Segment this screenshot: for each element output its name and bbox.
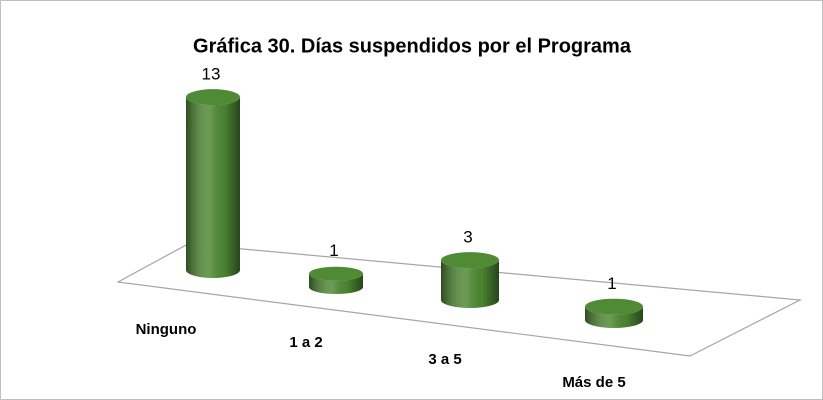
bar-top: [186, 89, 240, 106]
bar-shade: [309, 273, 363, 294]
bar-top: [585, 298, 643, 315]
bar-top: [309, 266, 363, 281]
x-tick-label: Más de 5: [562, 374, 625, 391]
value-label: 1: [329, 241, 338, 260]
bar-shade: [441, 260, 499, 308]
x-tick-label: Ninguno: [136, 321, 197, 338]
bar-top: [441, 252, 499, 269]
x-tick-label: 1 a 2: [289, 334, 322, 351]
bar-shade: [585, 306, 643, 328]
value-label: 3: [463, 228, 472, 247]
bar-shade: [186, 97, 240, 278]
chart-title: Gráfica 30. Días suspendidos por el Prog…: [193, 35, 632, 57]
x-tick-label: 3 a 5: [428, 351, 461, 368]
value-label: 1: [607, 274, 616, 293]
value-label: 13: [202, 65, 221, 84]
